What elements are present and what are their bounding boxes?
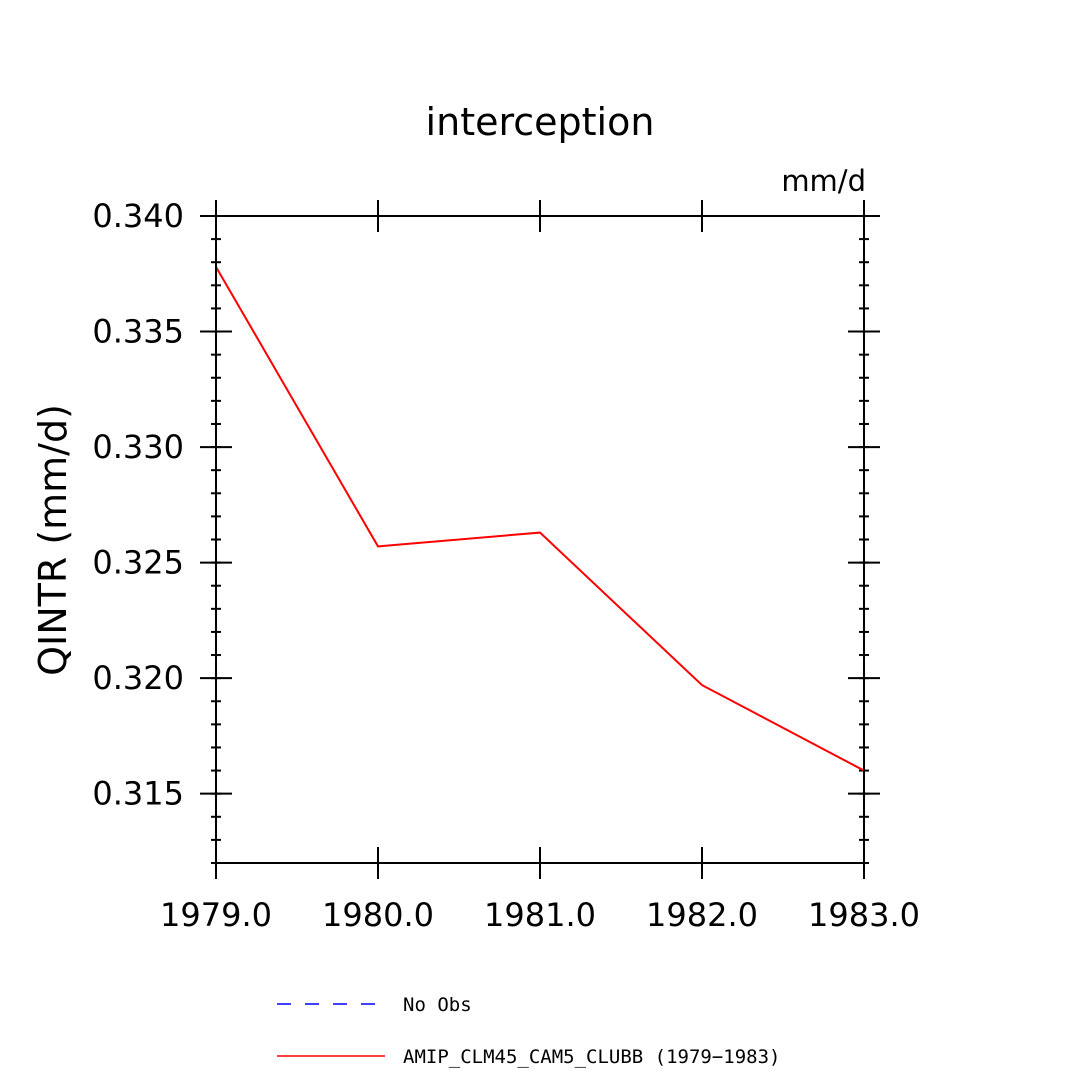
x-tick-label: 1980.0 [322, 896, 434, 934]
axis-ticks: 0.315 0.320 0.325 0.330 0.335 0.340 1979.0 1980… [92, 197, 920, 934]
y-tick-label: 0.315 [92, 775, 184, 813]
y-tick-label: 0.340 [92, 197, 184, 235]
plot-frame [215, 215, 865, 864]
x-tick-label: 1981.0 [484, 896, 596, 934]
chart-title: interception [426, 100, 655, 144]
y-tick-label: 0.330 [92, 428, 184, 466]
y-tick-label: 0.325 [92, 544, 184, 582]
legend-label: No Obs [403, 994, 472, 1016]
units-label: mm/d [781, 164, 866, 198]
y-axis-label: QINTR (mm/d) [31, 404, 75, 676]
x-tick-label: 1982.0 [646, 896, 758, 934]
legend: No Obs AMIP_CLM45_CAM5_CLUBB (1979−1983) [277, 994, 781, 1068]
series-line [215, 266, 865, 772]
series-lines [215, 266, 865, 772]
y-tick-label: 0.320 [92, 659, 184, 697]
legend-label: AMIP_CLM45_CAM5_CLUBB (1979−1983) [403, 1046, 781, 1068]
x-tick-label: 1979.0 [160, 896, 272, 934]
y-tick-label: 0.335 [92, 313, 184, 351]
x-tick-label: 1983.0 [808, 896, 920, 934]
